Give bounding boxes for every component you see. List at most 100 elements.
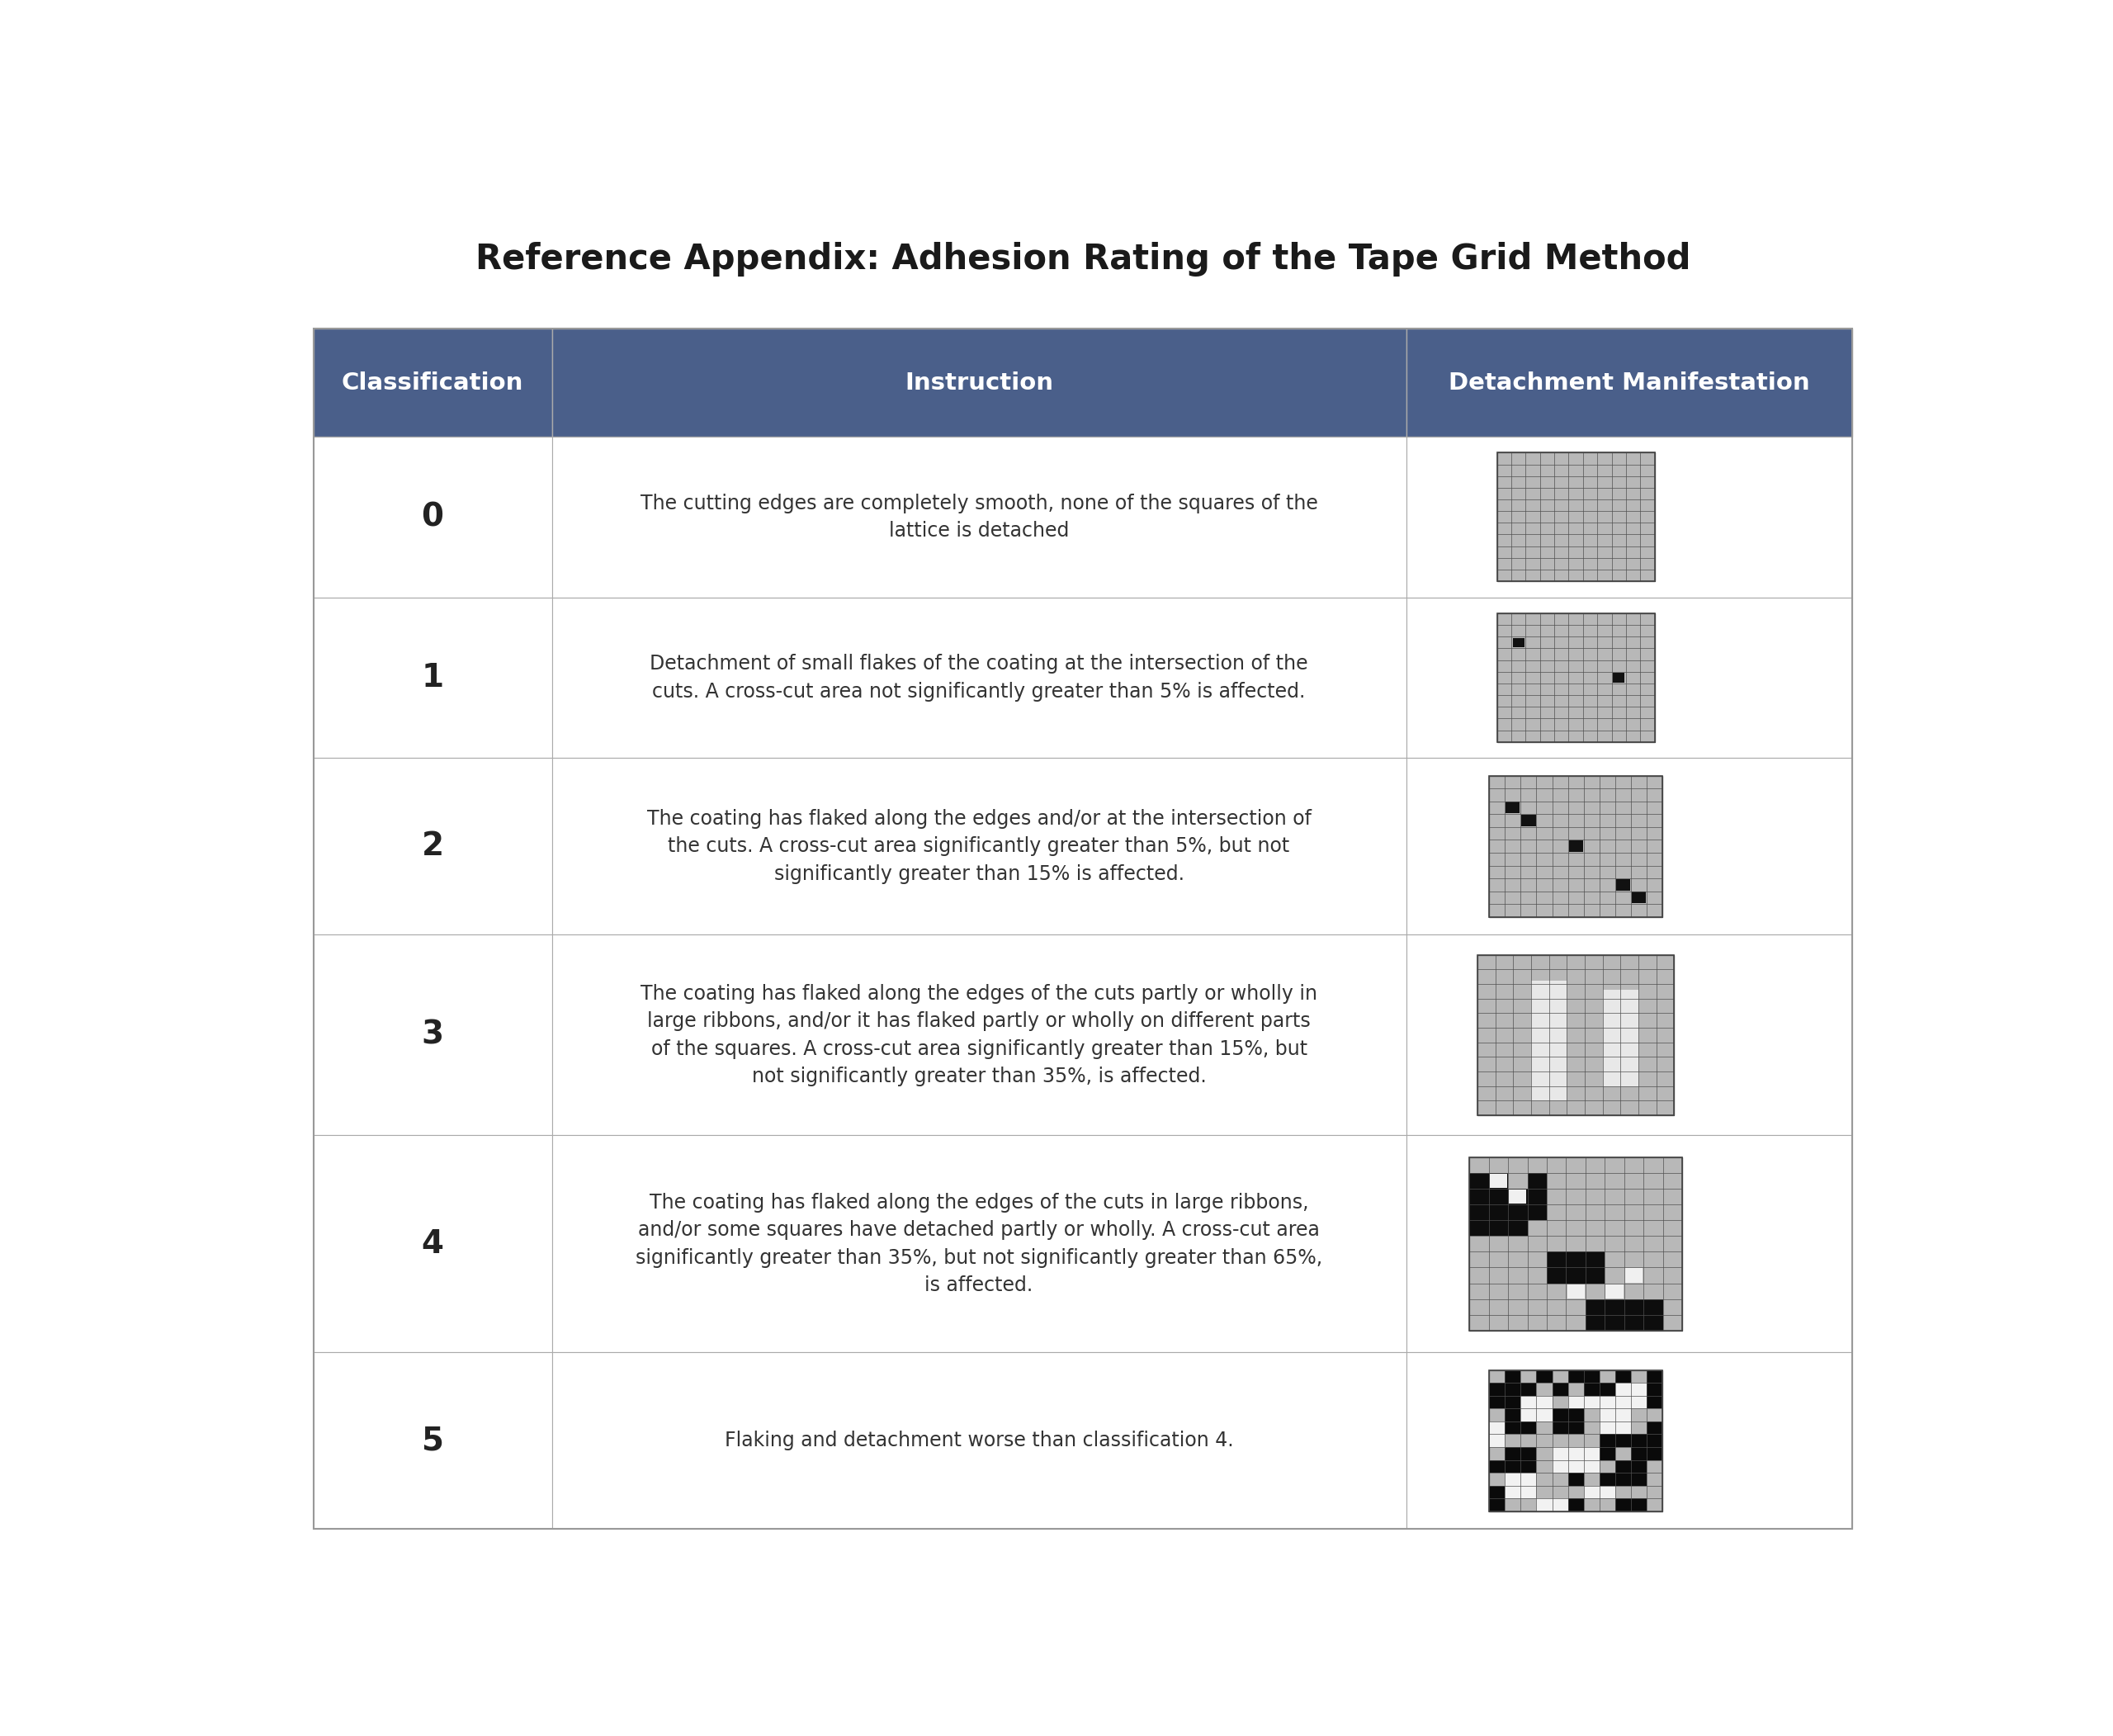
Bar (313, 328, 551, 437)
Bar (1625, 1314, 1644, 1330)
Bar (1600, 1434, 1614, 1448)
Bar (1469, 1220, 1490, 1236)
Bar (1490, 1205, 1509, 1220)
Bar (1583, 1486, 1600, 1498)
Bar (1568, 1408, 1583, 1422)
Bar (1631, 1448, 1646, 1460)
Bar (1490, 1189, 1509, 1205)
Bar (1405, 759, 1853, 934)
Bar (1405, 597, 1853, 759)
Bar (551, 934, 1405, 1135)
Bar (1532, 981, 1549, 1101)
Bar (1585, 1314, 1604, 1330)
Bar (1490, 1422, 1504, 1448)
Bar (313, 934, 551, 1135)
Text: Classification: Classification (342, 372, 524, 394)
Bar (1509, 1189, 1526, 1203)
Text: 0: 0 (420, 502, 444, 533)
Bar (1614, 1396, 1631, 1408)
Bar (1606, 1285, 1623, 1299)
Text: 5: 5 (420, 1425, 444, 1457)
Bar (1477, 955, 1673, 1115)
Bar (313, 1352, 551, 1529)
Bar (1568, 1498, 1583, 1512)
Bar (1521, 814, 1536, 826)
Bar (1490, 1220, 1509, 1236)
Bar (1566, 1252, 1585, 1267)
Bar (1621, 990, 1638, 1087)
Bar (1585, 1252, 1604, 1267)
Bar (1477, 955, 1673, 1115)
Bar (1631, 1384, 1646, 1396)
Text: Detachment Manifestation: Detachment Manifestation (1450, 372, 1811, 394)
Bar (1600, 1408, 1614, 1422)
Bar (1604, 1299, 1625, 1314)
Text: Detachment of small flakes of the coating at the intersection of the
cuts. A cro: Detachment of small flakes of the coatin… (651, 654, 1308, 701)
Bar (1490, 1174, 1507, 1187)
Bar (1600, 1448, 1614, 1460)
Bar (1583, 1448, 1600, 1460)
Bar (1498, 453, 1654, 582)
Bar (1547, 1252, 1566, 1267)
Bar (1490, 1370, 1663, 1512)
Bar (1405, 328, 1853, 437)
Bar (551, 597, 1405, 759)
Bar (1528, 1205, 1547, 1220)
Bar (1614, 1472, 1631, 1486)
Bar (313, 759, 551, 934)
Bar (313, 597, 551, 759)
Bar (1631, 1472, 1646, 1486)
Bar (1528, 1174, 1547, 1189)
Bar (1504, 1472, 1536, 1498)
Bar (1536, 1370, 1553, 1384)
Bar (1469, 1189, 1490, 1205)
Bar (1600, 1396, 1631, 1434)
Bar (1504, 1472, 1521, 1486)
Bar (1498, 613, 1654, 741)
Bar (1490, 1384, 1504, 1396)
Bar (1568, 1285, 1585, 1299)
Bar (1614, 1370, 1631, 1384)
Bar (1469, 1205, 1490, 1220)
Bar (1490, 1498, 1504, 1512)
Bar (551, 437, 1405, 597)
Bar (1490, 776, 1663, 917)
Bar (1583, 1486, 1614, 1498)
Bar (1612, 674, 1625, 682)
Bar (1646, 1384, 1663, 1396)
Bar (1553, 1448, 1600, 1472)
Bar (1507, 802, 1519, 814)
Bar (1509, 1189, 1528, 1205)
Bar (1521, 1396, 1536, 1408)
Text: Reference Appendix: Adhesion Rating of the Tape Grid Method: Reference Appendix: Adhesion Rating of t… (475, 241, 1690, 276)
Bar (1469, 1174, 1490, 1189)
Bar (1509, 1205, 1528, 1220)
Bar (1568, 1472, 1583, 1486)
Bar (313, 437, 551, 597)
Bar (1614, 1460, 1631, 1472)
Bar (1521, 1384, 1536, 1396)
Bar (1490, 1486, 1504, 1498)
Bar (1625, 1299, 1644, 1314)
Text: 2: 2 (420, 830, 444, 863)
Bar (1568, 1370, 1583, 1384)
Bar (1583, 1384, 1600, 1396)
Bar (1498, 613, 1654, 741)
Bar (1553, 1384, 1568, 1396)
Bar (1504, 1486, 1521, 1498)
Text: 1: 1 (420, 661, 444, 693)
Bar (1616, 878, 1629, 891)
Bar (1646, 1396, 1663, 1408)
Bar (1644, 1299, 1663, 1314)
Bar (1631, 1498, 1646, 1512)
Bar (1646, 1370, 1663, 1384)
Bar (313, 328, 1853, 1529)
Bar (1521, 1408, 1536, 1422)
Bar (1521, 1422, 1536, 1434)
Bar (1521, 1448, 1536, 1460)
Bar (1553, 1448, 1568, 1460)
Bar (1528, 1189, 1547, 1205)
Bar (1521, 1472, 1536, 1486)
Bar (1547, 1267, 1566, 1283)
Bar (1405, 1352, 1853, 1529)
